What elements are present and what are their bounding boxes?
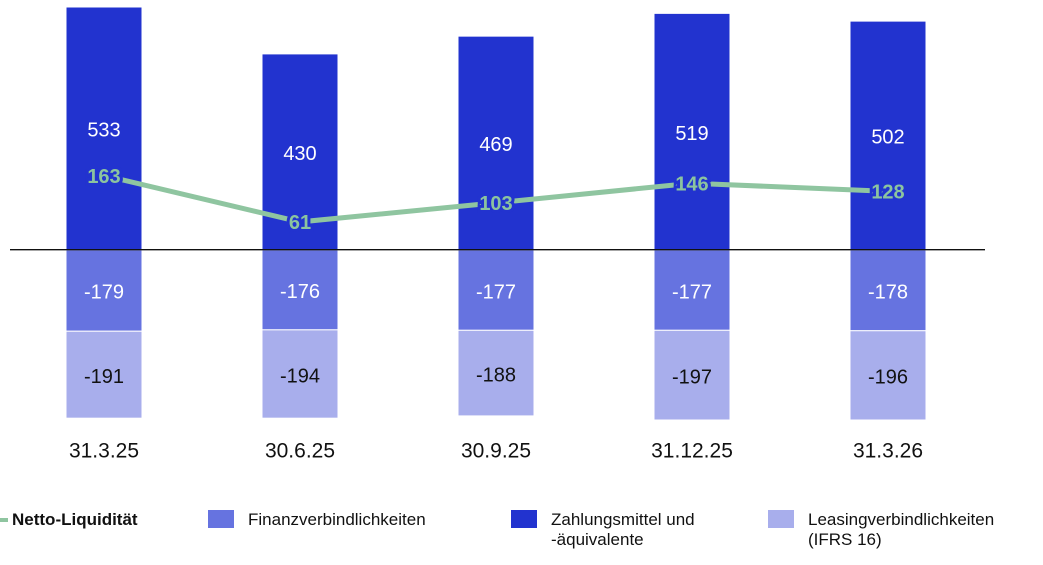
x-tick-label: 31.3.26 [853,440,923,463]
data-label: -179 [84,282,124,304]
data-label: -191 [84,366,124,388]
data-label: -196 [868,367,908,389]
bar [65,6,143,251]
bar [849,20,927,251]
legend-item: Zahlungsmittel und -äquivalente [511,510,711,550]
legend-item: Leasingverbindlichkeiten (IFRS 16) [768,510,1018,550]
bar [261,329,339,419]
legend-label: Zahlungsmittel und -äquivalente [551,510,695,549]
line-label: 128 [871,182,904,204]
x-tick-label: 31.12.25 [651,440,733,463]
data-label: -194 [280,365,320,387]
bar [653,329,731,421]
data-label: 469 [479,134,512,156]
x-tick-label: 31.3.25 [69,440,139,463]
bar [65,330,143,419]
bar [457,329,535,417]
bar [653,12,731,251]
data-label: -178 [868,282,908,304]
data-label: -188 [476,364,516,386]
legend-swatch [0,518,8,522]
legend-label: Netto-Liquidität [12,510,138,529]
data-label: -197 [672,366,712,388]
legend-swatch [511,510,537,528]
data-label: 533 [87,120,120,142]
bar [261,249,339,331]
legend-label: Leasingverbindlichkeiten (IFRS 16) [808,510,995,549]
x-tick-label: 30.6.25 [265,440,335,463]
line-label: 61 [289,212,311,234]
data-label: -177 [476,281,516,303]
line-label: 146 [675,174,708,196]
line [103,173,889,225]
data-label: 519 [675,123,708,145]
legend-label: Finanzverbindlichkeiten [248,510,426,529]
data-label: 502 [871,127,904,149]
bar [653,249,731,331]
legend-item: Finanzverbindlichkeiten [208,510,488,530]
legend-swatch [768,510,794,528]
bar [849,249,927,332]
bar [849,330,927,421]
data-label: -177 [672,281,712,303]
bar [65,249,143,332]
legend-item: Netto-Liquidität [0,510,200,530]
plot: -179 533 -191 31.3.25 -176 430 -194 30.6.25 -177… [10,6,985,463]
bar [457,35,535,251]
line-label: 103 [479,193,512,215]
line-label: 163 [87,166,120,188]
x-tick-label: 30.9.25 [461,440,531,463]
legend: Netto-Liquidität Finanzverbindlichkeiten Z… [0,510,1043,565]
legend-swatch [208,510,234,528]
data-label: 430 [283,143,316,165]
data-label: -176 [280,281,320,303]
